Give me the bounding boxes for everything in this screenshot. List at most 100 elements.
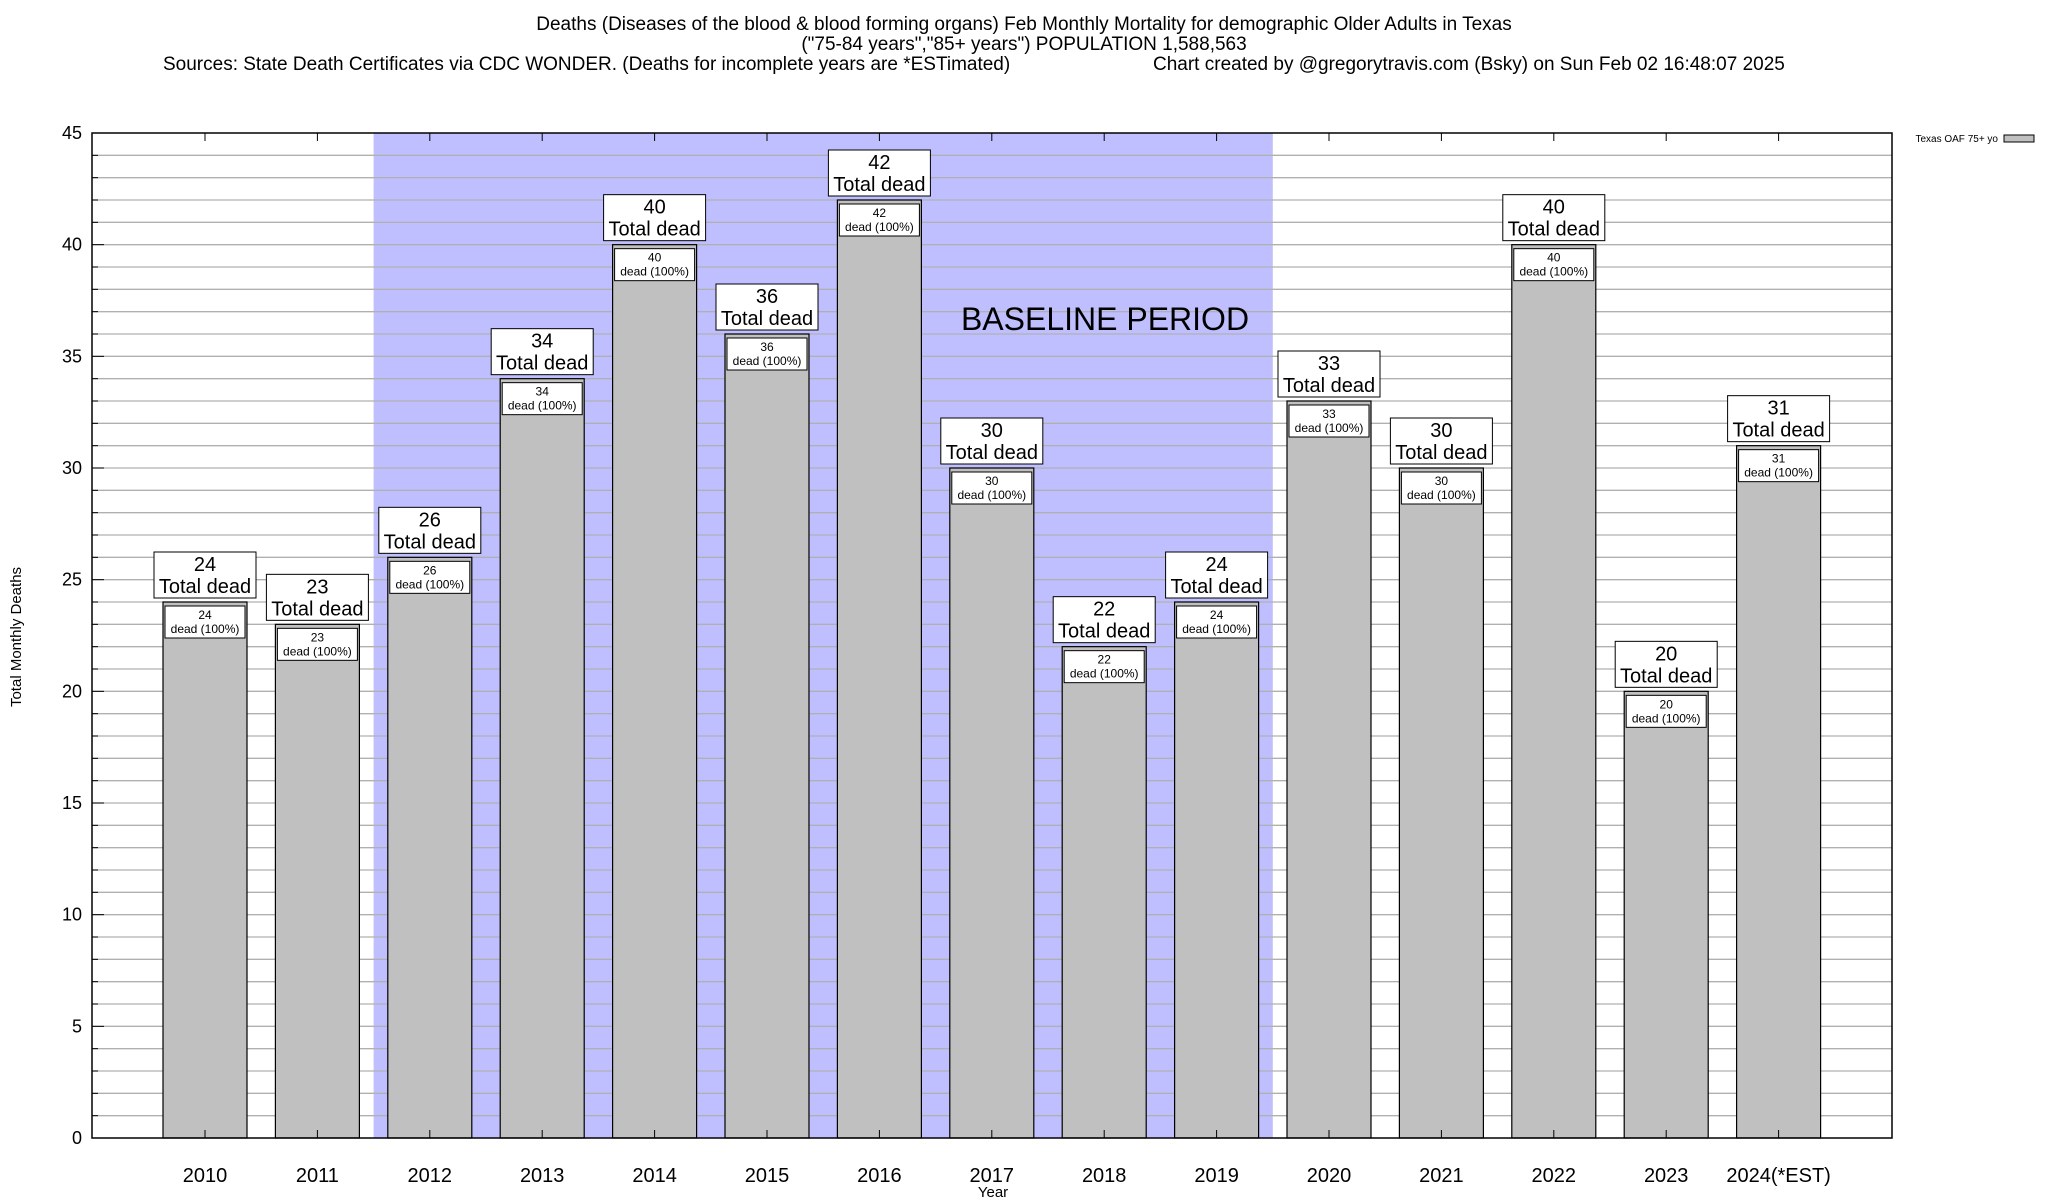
bar [1398,467,1485,1139]
bar [1735,445,1822,1139]
top-label-text: Total dead [496,353,588,375]
inner-label-text: dead (100%) [1070,667,1139,681]
inner-label-text: dead (100%) [1295,421,1364,435]
top-label-box [1165,551,1269,599]
x-tick-label: 2012 [408,1165,453,1187]
top-label-text: Total dead [1058,621,1150,643]
x-tick-label: 2015 [745,1165,790,1187]
inner-label-value: 30 [985,474,999,488]
top-label-text: Total dead [1170,576,1262,598]
inner-label-value: 33 [1322,407,1336,421]
bar [499,378,585,1139]
inner-label-box [1513,248,1595,282]
inner-label-box [1063,650,1145,684]
chart-title-line-2: ("75-84 years","85+ years") POPULATION 1… [801,34,1247,55]
top-label-value: 23 [306,576,328,598]
bar [1511,244,1597,1139]
x-tick-label: 2021 [1419,1165,1464,1187]
y-tick-label: 15 [62,793,82,813]
legend-label: Texas OAF 75+ yo [1915,134,1998,145]
inner-label-value: 36 [760,340,774,354]
top-label-value: 30 [1430,420,1452,442]
top-label-value: 31 [1767,398,1789,420]
chart-sources: Sources: State Death Certificates via CD… [163,54,1011,75]
inner-label-text: dead (100%) [283,644,352,658]
y-tick-label: 45 [62,123,82,143]
inner-label-value: 23 [311,630,325,644]
y-tick-label: 0 [72,1128,82,1148]
inner-label-box [838,203,920,237]
top-label-box [715,283,819,331]
inner-label-value: 31 [1772,452,1786,466]
x-tick-label: 2020 [1307,1165,1352,1187]
y-axis-label: Total Monthly Deaths [8,567,25,707]
inner-label-box [276,627,358,661]
inner-label-text: dead (100%) [1744,466,1813,480]
top-label-text: Total dead [946,442,1038,464]
inner-label-box [1400,471,1482,505]
inner-label-box [1738,449,1820,483]
top-label-box [940,417,1044,465]
inner-label-value: 24 [1210,608,1224,622]
y-tick-label: 20 [62,681,82,701]
top-label-text: Total dead [721,308,813,330]
top-label-text: Total dead [1395,442,1487,464]
top-label-box [1727,395,1831,443]
bar [836,199,923,1139]
inner-label-text: dead (100%) [1182,622,1251,636]
top-label-box [1502,194,1606,242]
top-label-value: 33 [1318,353,1340,375]
inner-label-text: dead (100%) [845,220,914,234]
bar [611,244,698,1139]
bar [724,333,810,1139]
top-label-box [1389,417,1493,465]
legend-swatch [2003,134,2035,143]
top-label-box [1277,350,1381,398]
inner-label-value: 40 [1547,251,1561,265]
x-tick-label: 2023 [1644,1165,1689,1187]
x-tick-label: 2014 [632,1165,677,1187]
top-label-text: Total dead [833,174,925,196]
top-label-value: 24 [194,554,216,576]
inner-label-value: 40 [648,251,662,265]
y-tick-label: 30 [62,458,82,478]
inner-label-text: dead (100%) [1632,711,1701,725]
bar [949,467,1035,1139]
inner-label-box [1625,694,1707,728]
inner-label-box [726,337,808,371]
x-tick-label: 2018 [1082,1165,1127,1187]
top-label-value: 30 [981,420,1003,442]
inner-label-text: dead (100%) [957,488,1026,502]
top-label-box [265,573,369,621]
top-label-box [603,194,707,242]
top-label-box [1614,640,1718,688]
top-label-text: Total dead [271,598,363,620]
bar [274,623,360,1139]
top-label-box [490,328,594,376]
top-label-value: 24 [1205,554,1227,576]
inner-label-box [501,382,583,416]
x-tick-label: 2016 [857,1165,902,1187]
inner-label-text: dead (100%) [1407,488,1476,502]
inner-label-text: dead (100%) [395,577,464,591]
top-label-text: Total dead [1732,420,1824,442]
top-label-text: Total dead [1508,219,1600,241]
inner-label-value: 26 [423,563,437,577]
x-tick-label: 2011 [296,1165,339,1187]
inner-label-value: 34 [536,385,550,399]
top-label-box [378,506,482,554]
y-tick-label: 35 [62,346,82,366]
top-label-text: Total dead [608,219,700,241]
inner-label-text: dead (100%) [171,622,240,636]
inner-label-value: 24 [198,608,212,622]
bar [1173,601,1260,1139]
inner-label-box [1288,404,1370,438]
chart-title-line-1: Deaths (Diseases of the blood & blood fo… [536,14,1512,35]
x-tick-label: 2022 [1532,1165,1577,1187]
inner-label-value: 30 [1435,474,1449,488]
x-tick-label: 2019 [1194,1165,1239,1187]
y-tick-label: 5 [72,1016,82,1036]
inner-label-text: dead (100%) [620,265,689,279]
x-tick-label: 2013 [520,1165,565,1187]
plot-frame [91,132,1893,1139]
